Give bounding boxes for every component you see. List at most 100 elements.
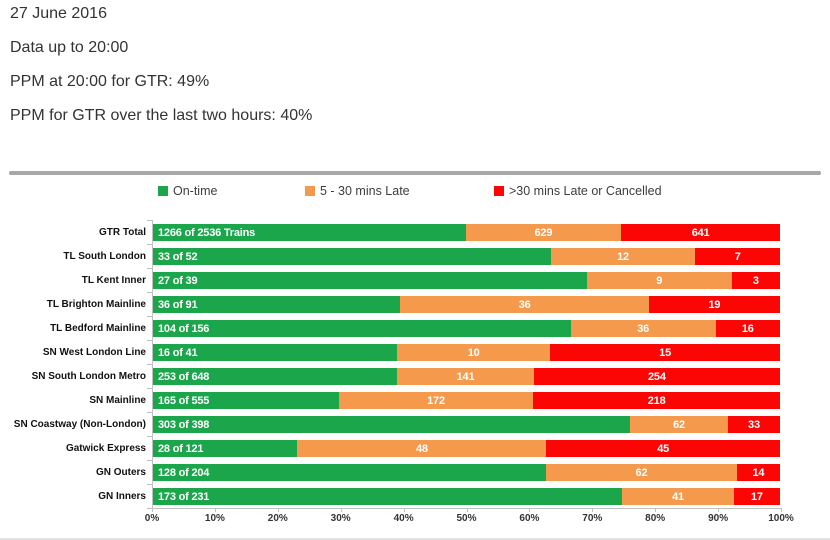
- x-axis-tick: [152, 508, 153, 512]
- y-axis-tick: [147, 292, 152, 293]
- bar-segment-very-late: 19: [648, 296, 780, 313]
- chart-row: GN Inners 173 of 231 41 17: [8, 488, 780, 505]
- bar-segment-very-late: 7: [695, 248, 780, 265]
- x-axis-tick: [592, 508, 594, 512]
- bar-segment-late: 172: [338, 392, 534, 409]
- legend-swatch-very-late-icon: [494, 186, 504, 196]
- stacked-bar: 128 of 204 62 14: [152, 464, 780, 481]
- bar-value-label: 15: [659, 346, 672, 359]
- bar-value-label: 9: [656, 274, 663, 287]
- stacked-bar: 36 of 91 36 19: [152, 296, 780, 313]
- bar-value-label: 14: [752, 466, 765, 479]
- y-axis-tick: [147, 460, 152, 461]
- x-axis-tick-label: 30%: [330, 513, 351, 524]
- bar-value-label: 36: [637, 322, 650, 335]
- category-label: SN South London Metro: [31, 371, 146, 382]
- chart-row: SN Mainline 165 of 555 172 218: [8, 392, 780, 409]
- x-axis-tick: [466, 508, 468, 512]
- y-axis-tick: [147, 340, 152, 341]
- chart-row: SN South London Metro 253 of 648 141 254: [8, 368, 780, 385]
- legend-item-on-time: On-time: [158, 184, 217, 198]
- x-axis-ticks: [152, 508, 782, 512]
- x-axis-tick: [781, 508, 782, 512]
- bar-value-label: 16 of 41: [158, 346, 198, 359]
- bar-segment-late: 36: [400, 296, 649, 313]
- bar-value-label: 7: [734, 250, 741, 263]
- x-axis-tick-label: 50%: [456, 513, 477, 524]
- chart-row: TL Bedford Mainline 104 of 156 36 16: [8, 320, 780, 337]
- report-header: 27 June 2016 Data up to 20:00 PPM at 20:…: [10, 4, 312, 140]
- bar-value-label: 33: [748, 418, 760, 431]
- category-label: SN Mainline: [89, 395, 146, 406]
- y-axis-tick: [147, 364, 152, 365]
- bar-value-label: 48: [415, 442, 428, 455]
- chart-row: SN West London Line 16 of 41 10 15: [8, 344, 780, 361]
- bar-value-label: 165 of 555: [158, 394, 210, 407]
- legend-swatch-late-icon: [305, 186, 315, 196]
- bar-value-label: 641: [691, 226, 710, 239]
- x-axis-tick-label: 0%: [144, 513, 160, 524]
- x-axis-tick-label: 80%: [645, 513, 666, 524]
- legend-swatch-on-time-icon: [158, 186, 168, 196]
- bar-value-label: 1266 of 2536 Trains: [158, 226, 256, 239]
- bar-segment-very-late: 14: [736, 464, 780, 481]
- bar-segment-on-time: 165 of 555: [152, 392, 339, 409]
- bar-segment-late: 36: [570, 320, 716, 337]
- y-axis-tick: [147, 436, 152, 437]
- category-label: TL Kent Inner: [81, 275, 146, 286]
- chart-row: GTR Total 1266 of 2536 Trains 629 641: [8, 224, 780, 241]
- x-axis-tick: [718, 508, 720, 512]
- bar-value-label: 27 of 39: [158, 274, 198, 287]
- page-bottom-border: [0, 538, 830, 540]
- x-axis-tick-label: 70%: [582, 513, 603, 524]
- bar-segment-late: 141: [397, 368, 534, 385]
- bar-segment-very-late: 45: [546, 440, 780, 457]
- category-label: GN Inners: [98, 491, 146, 502]
- date-line: 27 June 2016: [10, 5, 107, 22]
- bar-value-label: 62: [635, 466, 648, 479]
- ppm-current-line: PPM at 20:00 for GTR: 49%: [10, 73, 210, 90]
- x-axis-tick-label: 40%: [393, 513, 414, 524]
- x-axis-labels: 0% 10% 20% 30% 40% 50% 60% 70% 80% 90% 100%: [145, 513, 794, 527]
- y-axis-tick: [147, 220, 152, 221]
- bar-value-label: 253 of 648: [158, 370, 210, 383]
- stacked-bar: 253 of 648 141 254: [152, 368, 780, 385]
- x-axis-tick: [214, 508, 216, 512]
- bar-value-label: 173 of 231: [158, 490, 210, 503]
- stacked-bar: 173 of 231 41 17: [152, 488, 780, 505]
- chart-row: TL Kent Inner 27 of 39 9 3: [8, 272, 780, 289]
- bar-value-label: 17: [750, 490, 763, 503]
- x-axis-tick-label: 60%: [519, 513, 540, 524]
- category-label: GTR Total: [98, 227, 146, 238]
- bar-value-label: 254: [648, 370, 666, 383]
- category-label: SN West London Line: [42, 347, 146, 358]
- stacked-bar: 165 of 555 172 218: [152, 392, 780, 409]
- bar-segment-on-time: 28 of 121: [152, 440, 298, 457]
- y-axis-tick: [147, 508, 152, 509]
- bar-value-label: 45: [657, 442, 670, 455]
- bar-value-label: 28 of 121: [158, 442, 204, 455]
- x-axis-tick: [340, 508, 342, 512]
- stacked-bar: 27 of 39 9 3: [152, 272, 780, 289]
- bar-segment-on-time: 303 of 398: [152, 416, 631, 433]
- y-axis: [152, 220, 153, 508]
- bar-segment-very-late: 33: [727, 416, 780, 433]
- stacked-bar: 16 of 41 10 15: [152, 344, 780, 361]
- chart-row: GN Outers 128 of 204 62 14: [8, 464, 780, 481]
- bar-value-label: 303 of 398: [158, 418, 210, 431]
- stacked-bar: 28 of 121 48 45: [152, 440, 780, 457]
- bar-value-label: 16: [741, 322, 754, 335]
- ppm-two-hours-line: PPM for GTR over the last two hours: 40%: [10, 107, 313, 124]
- x-axis-tick: [655, 508, 657, 512]
- category-label: TL South London: [63, 251, 146, 262]
- bar-segment-very-late: 16: [715, 320, 780, 337]
- bar-segment-on-time: 33 of 52: [152, 248, 551, 265]
- bar-value-label: 36 of 91: [158, 298, 198, 311]
- chart-row: SN Coastway (Non-London) 303 of 398 62 33: [8, 416, 780, 433]
- stacked-bar: 1266 of 2536 Trains 629 641: [152, 224, 780, 241]
- bar-segment-on-time: 253 of 648: [152, 368, 398, 385]
- y-axis-tick: [147, 388, 152, 389]
- chart-row: Gatwick Express 28 of 121 48 45: [8, 440, 780, 457]
- category-label: Gatwick Express: [65, 443, 146, 454]
- bar-segment-very-late: 254: [533, 368, 780, 385]
